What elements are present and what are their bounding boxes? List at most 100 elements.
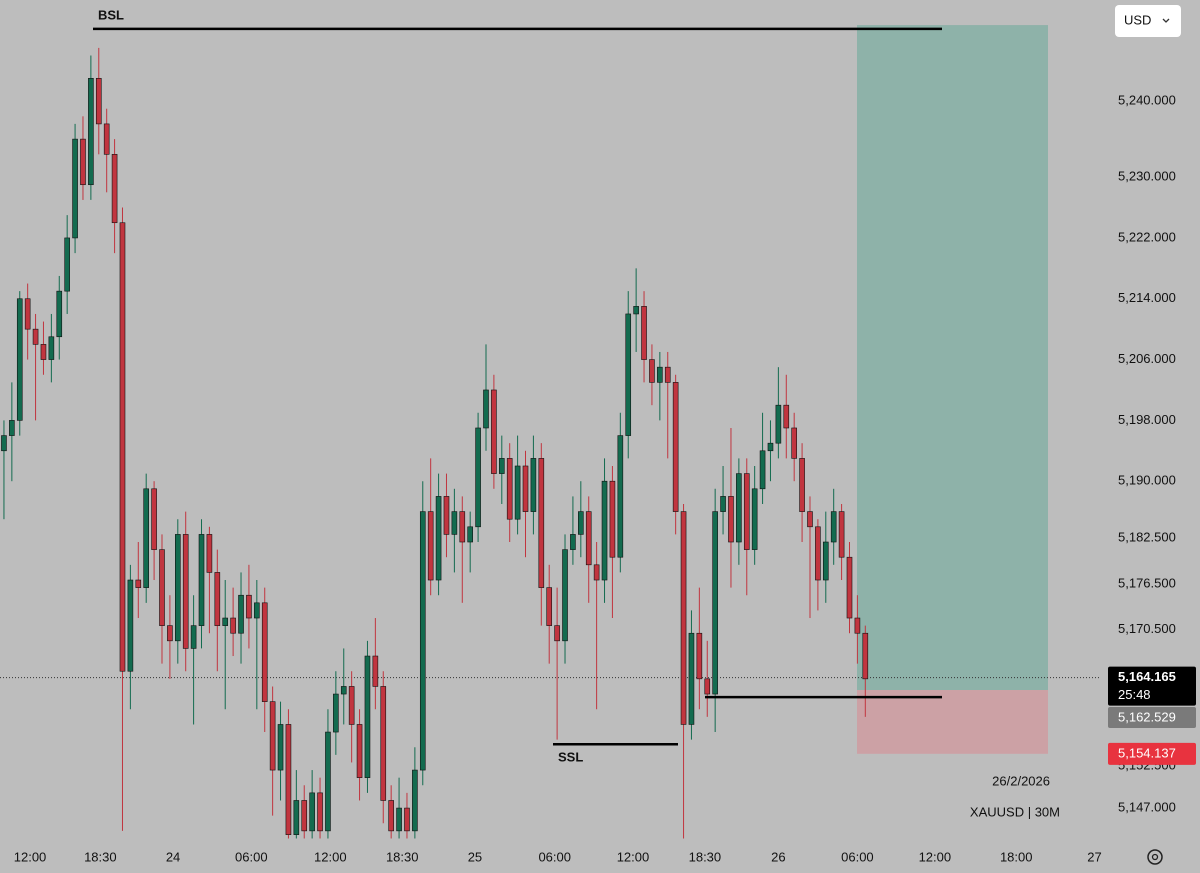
y-tick-label: 5,176.500 <box>1118 575 1176 590</box>
candle-body <box>514 465 521 520</box>
candle-body <box>791 427 797 459</box>
candle-body <box>649 359 655 383</box>
settings-button[interactable] <box>1147 849 1163 865</box>
gear-center <box>1151 853 1159 861</box>
candle-body <box>380 686 387 801</box>
candle-body <box>783 404 790 429</box>
candle-body <box>24 298 31 330</box>
y-tick-label: 5,182.500 <box>1118 530 1176 545</box>
x-tick-label: 18:00 <box>1000 849 1033 864</box>
stop-price-label: 5,154.137 <box>1118 745 1176 760</box>
current-price-tag <box>1108 666 1196 706</box>
candle-body <box>9 420 15 436</box>
candle-body <box>751 488 758 550</box>
y-tick-label: 5,230.000 <box>1118 169 1176 184</box>
candle-body <box>585 511 592 566</box>
candle-body <box>167 625 173 642</box>
candle-body <box>80 138 86 186</box>
candle-body <box>222 617 229 626</box>
candle-body <box>88 77 94 186</box>
candle-body <box>704 678 711 695</box>
candle-body <box>317 792 323 832</box>
candle-body <box>72 138 78 239</box>
candle-body <box>443 496 450 535</box>
x-tick-label: 18:30 <box>84 849 117 864</box>
x-tick-label: 18:30 <box>386 849 419 864</box>
candle-body <box>641 306 647 360</box>
x-tick-label: 12:00 <box>314 849 347 864</box>
candle-body <box>593 564 600 581</box>
y-tick-label: 5,222.000 <box>1118 229 1176 244</box>
candle-body <box>696 632 703 680</box>
entry-price-label: 5,162.529 <box>1118 709 1176 724</box>
candle-body <box>246 594 252 619</box>
candle-body <box>40 344 47 360</box>
gear-icon <box>1147 849 1163 865</box>
candle-body <box>261 602 268 702</box>
currency-label: USD <box>1124 12 1151 27</box>
candle-body <box>672 382 679 512</box>
symbol-label: XAUUSD | 30M <box>970 804 1060 819</box>
candle-body <box>159 549 165 626</box>
currency-dropdown[interactable] <box>1115 5 1181 37</box>
candle-body <box>135 579 142 588</box>
candle-body <box>459 511 466 543</box>
candle-body <box>736 473 742 543</box>
candle-body <box>32 328 39 345</box>
candle-body <box>206 534 213 573</box>
candle-body <box>364 655 371 778</box>
candle-body <box>467 526 473 543</box>
candle-body <box>1 435 7 452</box>
candle-body <box>64 237 70 292</box>
candle-body <box>522 465 529 512</box>
x-tick-label: 06:00 <box>841 849 874 864</box>
candle-body <box>269 701 276 771</box>
candle-body <box>435 496 442 581</box>
candle-body <box>562 549 568 642</box>
candle-body <box>254 602 260 619</box>
y-tick-label: 5,190.000 <box>1118 473 1176 488</box>
candle-body <box>198 534 205 626</box>
candle-body <box>854 617 861 634</box>
stop-zone <box>857 690 1048 754</box>
dropdown-arrow <box>1162 18 1170 23</box>
x-tick-label: 12:00 <box>617 849 650 864</box>
candle-body <box>182 534 189 649</box>
candle-body <box>688 632 695 725</box>
candle-body <box>625 313 632 436</box>
candle-body <box>190 625 197 649</box>
candle-body <box>16 298 23 421</box>
x-tick-label: 26 <box>771 849 785 864</box>
y-tick-label: 5,170.500 <box>1118 621 1176 636</box>
candle-body <box>333 693 339 733</box>
candle-body <box>404 807 410 832</box>
candle-body <box>419 511 426 771</box>
candle-body <box>617 435 624 558</box>
candle-body <box>103 123 110 155</box>
candle-body <box>657 366 663 383</box>
candle-body <box>412 769 418 832</box>
candle-body <box>127 579 134 672</box>
candle-body <box>340 686 347 695</box>
candle-body <box>712 511 718 695</box>
candle-body <box>830 511 837 543</box>
level-label: SSL <box>558 750 583 765</box>
countdown-label: 25:48 <box>1118 687 1151 702</box>
candle-body <box>815 526 821 581</box>
candle-body <box>506 458 513 520</box>
candle-body <box>230 617 236 634</box>
candle-body <box>427 511 434 581</box>
candle-body <box>609 480 616 558</box>
candle-body <box>119 222 126 672</box>
candle-body <box>372 655 379 687</box>
candle-body <box>570 534 576 550</box>
candle-body <box>822 541 829 581</box>
x-tick-label: 06:00 <box>235 849 268 864</box>
candle-body <box>578 511 584 535</box>
candle-body <box>554 625 560 642</box>
candle-body <box>664 366 671 383</box>
candle-body <box>759 450 766 490</box>
candle-body <box>293 800 300 835</box>
candle-body <box>238 594 244 634</box>
candle-body <box>601 480 608 581</box>
